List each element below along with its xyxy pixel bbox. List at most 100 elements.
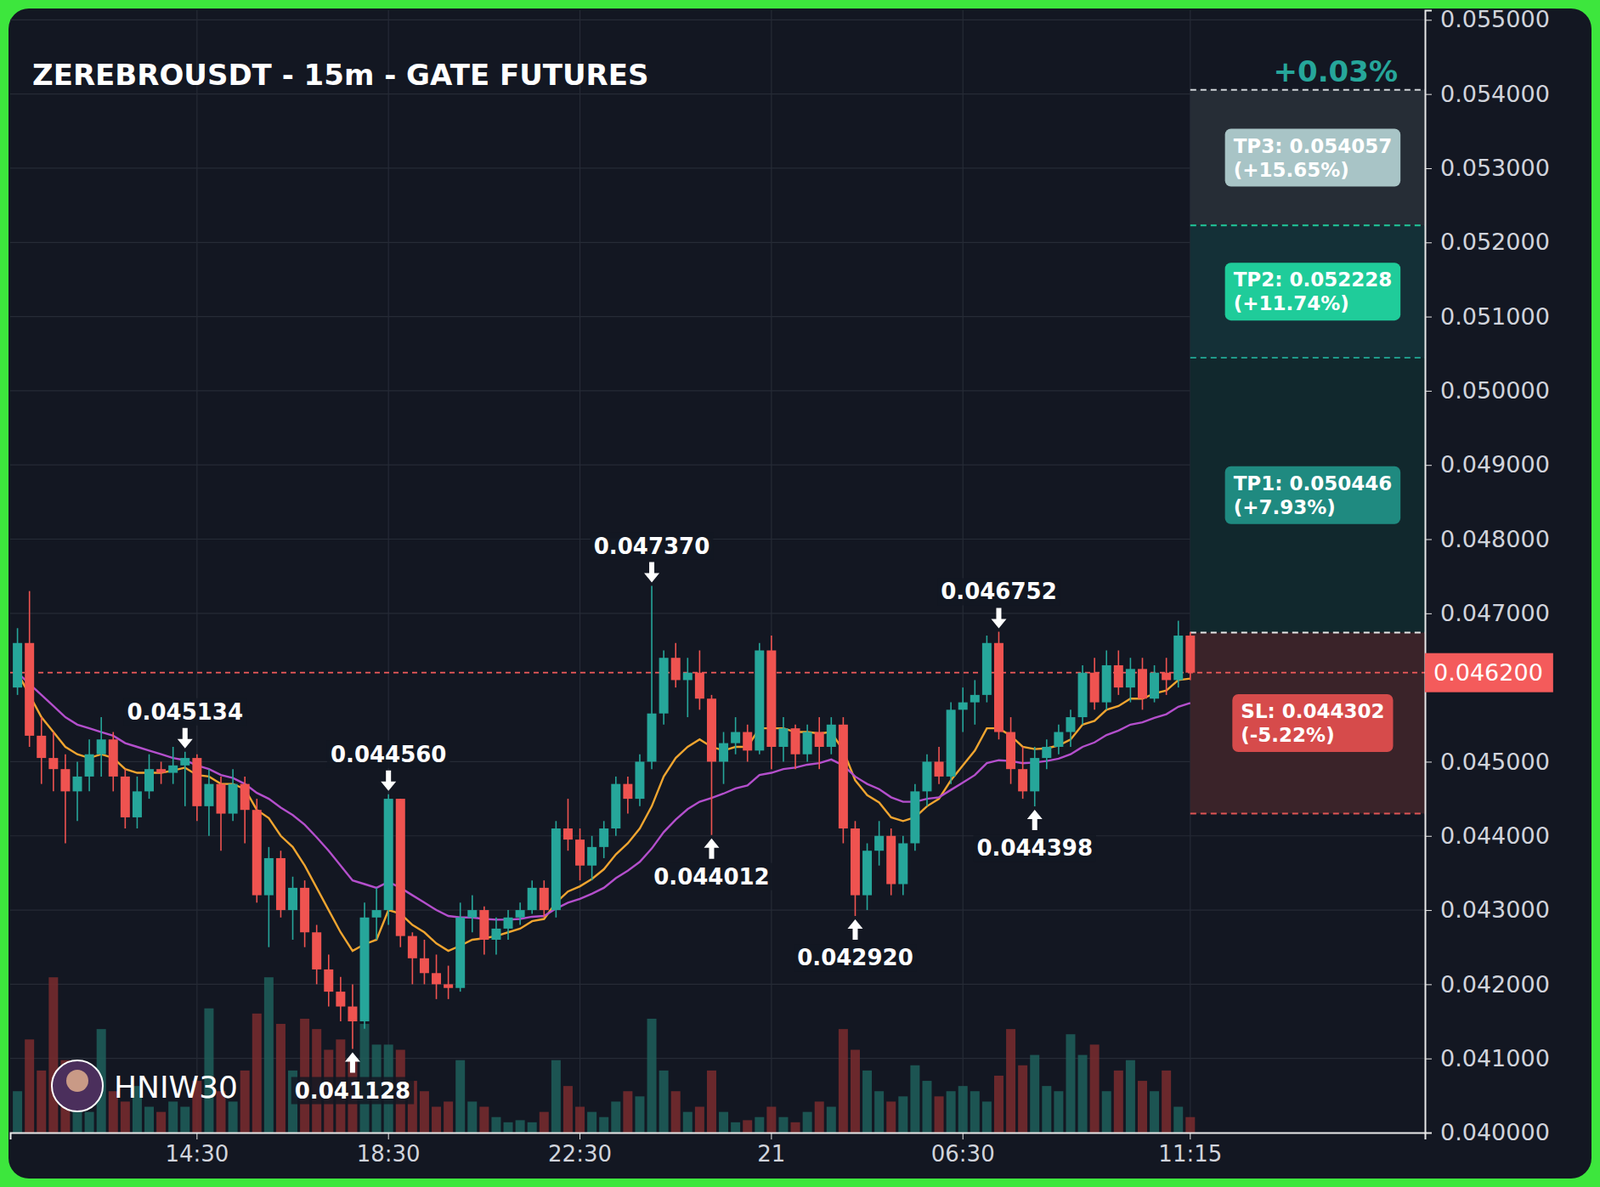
annotation-label: 0.044560: [330, 741, 447, 768]
volume-bar: [921, 1080, 932, 1133]
watermark-text: HNIW30: [113, 1069, 238, 1105]
volume-bar: [1006, 1028, 1016, 1133]
volume-bar: [1029, 1055, 1040, 1133]
volume-bar: [1041, 1085, 1052, 1133]
x-tick-label: 22:30: [548, 1141, 612, 1167]
last-price-line: [10, 672, 1425, 674]
candle-body: [168, 765, 178, 774]
volume-bar: [994, 1075, 1004, 1133]
tp-zone: [1190, 90, 1425, 227]
candle-body: [372, 910, 382, 918]
tp-line: [1190, 356, 1425, 359]
volume-bar: [551, 1060, 561, 1133]
volume-bar: [730, 1122, 741, 1133]
volume-bar: [1185, 1117, 1195, 1133]
candle-body: [1125, 668, 1136, 688]
candle-body: [491, 928, 501, 940]
candle-wick: [172, 746, 175, 785]
candle-body: [946, 709, 956, 777]
candle-body: [1137, 668, 1148, 699]
candle-body: [1149, 672, 1160, 700]
y-tick-label: 0.040000: [1440, 1119, 1550, 1146]
volume-bar: [84, 1112, 95, 1133]
annotation: 0.041128: [291, 1052, 415, 1105]
y-tick-label: 0.044000: [1440, 822, 1550, 849]
candle-body: [455, 917, 465, 989]
y-axis: 0.0400000.0410000.0420000.0430000.044000…: [1424, 5, 1550, 1146]
volume-bar: [958, 1085, 968, 1133]
indicator-line: [17, 672, 1191, 951]
avatar-face: [66, 1069, 89, 1092]
panel: [8, 8, 1592, 1179]
candle-body: [467, 910, 477, 918]
candle-body: [671, 657, 681, 680]
candle-body: [515, 910, 526, 918]
candle-body: [838, 724, 849, 829]
volume-bar: [479, 1107, 489, 1133]
annotation-label: 0.041128: [294, 1078, 412, 1104]
volume-bar: [1090, 1044, 1100, 1133]
candle-body: [479, 910, 489, 940]
tp-line: [1190, 224, 1425, 227]
volume-bar: [718, 1112, 729, 1133]
y-tick: 0.048000: [1424, 525, 1550, 553]
candle-body: [898, 842, 908, 884]
candle-body: [203, 784, 214, 807]
volume-bar: [276, 1023, 286, 1133]
candle-body: [599, 828, 609, 848]
candle-body: [323, 969, 334, 992]
volume-bar: [1173, 1107, 1183, 1133]
annotation-arrow: [644, 562, 660, 583]
candle-body: [12, 643, 23, 688]
candle-body: [216, 784, 227, 815]
candle-body: [1041, 746, 1052, 758]
candle-body: [132, 791, 142, 818]
y-tick: 0.041000: [1424, 1045, 1550, 1072]
position-box: TP2: 0.052228(+11.74%): [1225, 262, 1402, 321]
grid-line-x: [388, 10, 390, 1133]
volume-bar: [527, 1122, 538, 1133]
x-tick-mark: [770, 1132, 772, 1140]
y-tick: 0.054000: [1424, 80, 1550, 108]
x-tick-label: 21: [757, 1141, 786, 1167]
y-tick-mark: [1424, 464, 1432, 466]
volume-bar: [659, 1070, 669, 1133]
candle-body: [144, 768, 154, 792]
tp-zone: [1190, 225, 1425, 358]
candle-body: [791, 728, 801, 755]
y-tick-mark: [1424, 761, 1432, 763]
candle-body: [73, 776, 83, 792]
candle-body: [659, 657, 669, 713]
plot-area: [10, 90, 1425, 1133]
position-box: TP3: 0.054057(+15.65%): [1225, 129, 1402, 187]
y-tick-mark: [1424, 1058, 1432, 1060]
volume-bars: [12, 977, 1195, 1133]
volume-bar: [814, 1101, 825, 1133]
volume-bar: [515, 1119, 526, 1133]
volume-bar: [754, 1117, 764, 1133]
candle-body: [311, 932, 322, 970]
volume-bar: [910, 1065, 920, 1133]
y-tick: 0.047000: [1424, 599, 1550, 627]
volume-bar: [610, 1101, 621, 1133]
candle-body: [443, 983, 453, 988]
candle-body: [1185, 635, 1195, 673]
candle-body: [108, 739, 119, 777]
candle-body: [575, 839, 585, 866]
candle-wick: [567, 798, 570, 851]
y-tick-mark: [1424, 390, 1432, 392]
volume-bar: [634, 1096, 645, 1133]
position-box-bg: [1225, 129, 1402, 187]
volume-bar: [886, 1101, 896, 1133]
annotation-label: 0.042920: [797, 944, 914, 971]
annotation-arrow: [177, 728, 193, 749]
candle-body: [1113, 665, 1124, 688]
y-tick-label: 0.052000: [1440, 228, 1550, 255]
x-tick-label: 18:30: [356, 1141, 421, 1167]
y-tick: 0.055000: [1424, 5, 1550, 33]
volume-bar: [156, 1112, 166, 1133]
candle-body: [264, 858, 274, 896]
annotation: 0.046752: [937, 577, 1061, 628]
candle-body: [395, 798, 406, 937]
annotation: 0.044560: [327, 740, 451, 792]
